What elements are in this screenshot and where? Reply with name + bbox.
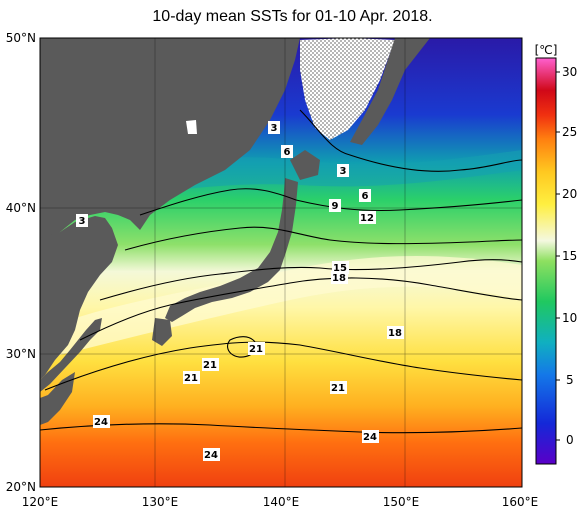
contour-label: 6	[359, 189, 371, 202]
svg-text:12: 12	[360, 213, 374, 224]
contour-label: 24	[362, 430, 379, 443]
land-kyushu	[152, 318, 172, 346]
lon-label: 150°E	[383, 495, 420, 509]
contour-3	[299, 109, 522, 172]
contour-label: 18	[387, 326, 404, 339]
colorbar-tick-label: 10	[562, 311, 577, 325]
contour-label: 6	[281, 145, 293, 158]
contour-label: 18	[331, 271, 348, 284]
contour-label: 3	[76, 214, 88, 227]
contour-label: 21	[183, 371, 200, 384]
lat-label: 30°N	[6, 347, 36, 361]
map-title: 10-day mean SSTs for 01-10 Apr. 2018.	[152, 8, 433, 25]
contour-label: 21	[248, 342, 265, 355]
colorbar-ticks	[556, 71, 560, 441]
lon-label: 120°E	[22, 495, 59, 509]
contour-label: 24	[203, 448, 220, 461]
map-frame	[39, 37, 523, 488]
contour-label: 9	[329, 199, 341, 212]
svg-text:18: 18	[332, 273, 346, 284]
lat-label: 50°N	[6, 31, 36, 45]
svg-text:3: 3	[340, 166, 347, 177]
colorbar	[535, 57, 557, 465]
graticule	[40, 38, 522, 487]
land-korea-china	[40, 216, 118, 380]
lat-label: 20°N	[6, 480, 36, 494]
svg-text:18: 18	[388, 328, 402, 339]
contour-18	[79, 277, 522, 341]
lon-label: 130°E	[142, 495, 179, 509]
svg-text:6: 6	[362, 191, 369, 202]
lat-label: 40°N	[6, 201, 36, 215]
contour-label: 15	[332, 261, 349, 274]
contour-label: 24	[93, 415, 110, 428]
contour-15	[99, 259, 522, 301]
contour-lines	[40, 109, 522, 434]
colorbar-tick-label: 5	[566, 373, 574, 387]
svg-text:24: 24	[204, 450, 218, 461]
colorbar-tick-label: 25	[562, 125, 577, 139]
contour-9	[139, 188, 522, 216]
sea-ice-patch	[186, 120, 197, 134]
lon-label: 160°E	[502, 495, 539, 509]
kuroshio-front-band	[40, 255, 522, 360]
contour-label: 3	[337, 164, 349, 177]
contour-24	[40, 423, 522, 434]
colorbar-unit: [℃]	[535, 43, 558, 57]
svg-text:3: 3	[271, 123, 278, 134]
land-asia-north	[40, 38, 300, 240]
svg-text:24: 24	[363, 432, 377, 443]
land-hokkaido	[290, 150, 320, 180]
colorbar-tick-label: 20	[562, 187, 577, 201]
contour-label: 12	[359, 211, 376, 224]
land-kamchatka	[350, 38, 430, 145]
lon-label: 140°E	[263, 495, 300, 509]
contour-label: 21	[330, 381, 347, 394]
sea-surface-layer	[40, 38, 522, 487]
colorbar-tick-label: 0	[566, 433, 574, 447]
contour-label: 21	[202, 358, 219, 371]
svg-text:6: 6	[284, 147, 291, 158]
svg-text:21: 21	[249, 344, 263, 355]
contour-21	[44, 341, 522, 391]
contour-label-group: 3 6 3 6 9 12 3 15 18 18 21 21 21 21 24 2…	[76, 121, 404, 461]
svg-text:21: 21	[331, 383, 345, 394]
colorbar-tick-label: 15	[562, 249, 577, 263]
contour-label: 3	[268, 121, 280, 134]
svg-text:24: 24	[94, 417, 108, 428]
svg-text:3: 3	[79, 216, 86, 227]
sea-ice-okhotsk	[300, 38, 395, 140]
colorbar-tick-label: 30	[562, 65, 577, 79]
land-taiwan	[40, 372, 75, 425]
svg-text:21: 21	[203, 360, 217, 371]
svg-text:9: 9	[332, 201, 339, 212]
svg-text:15: 15	[333, 263, 347, 274]
contour-12	[124, 226, 522, 251]
svg-text:21: 21	[184, 373, 198, 384]
